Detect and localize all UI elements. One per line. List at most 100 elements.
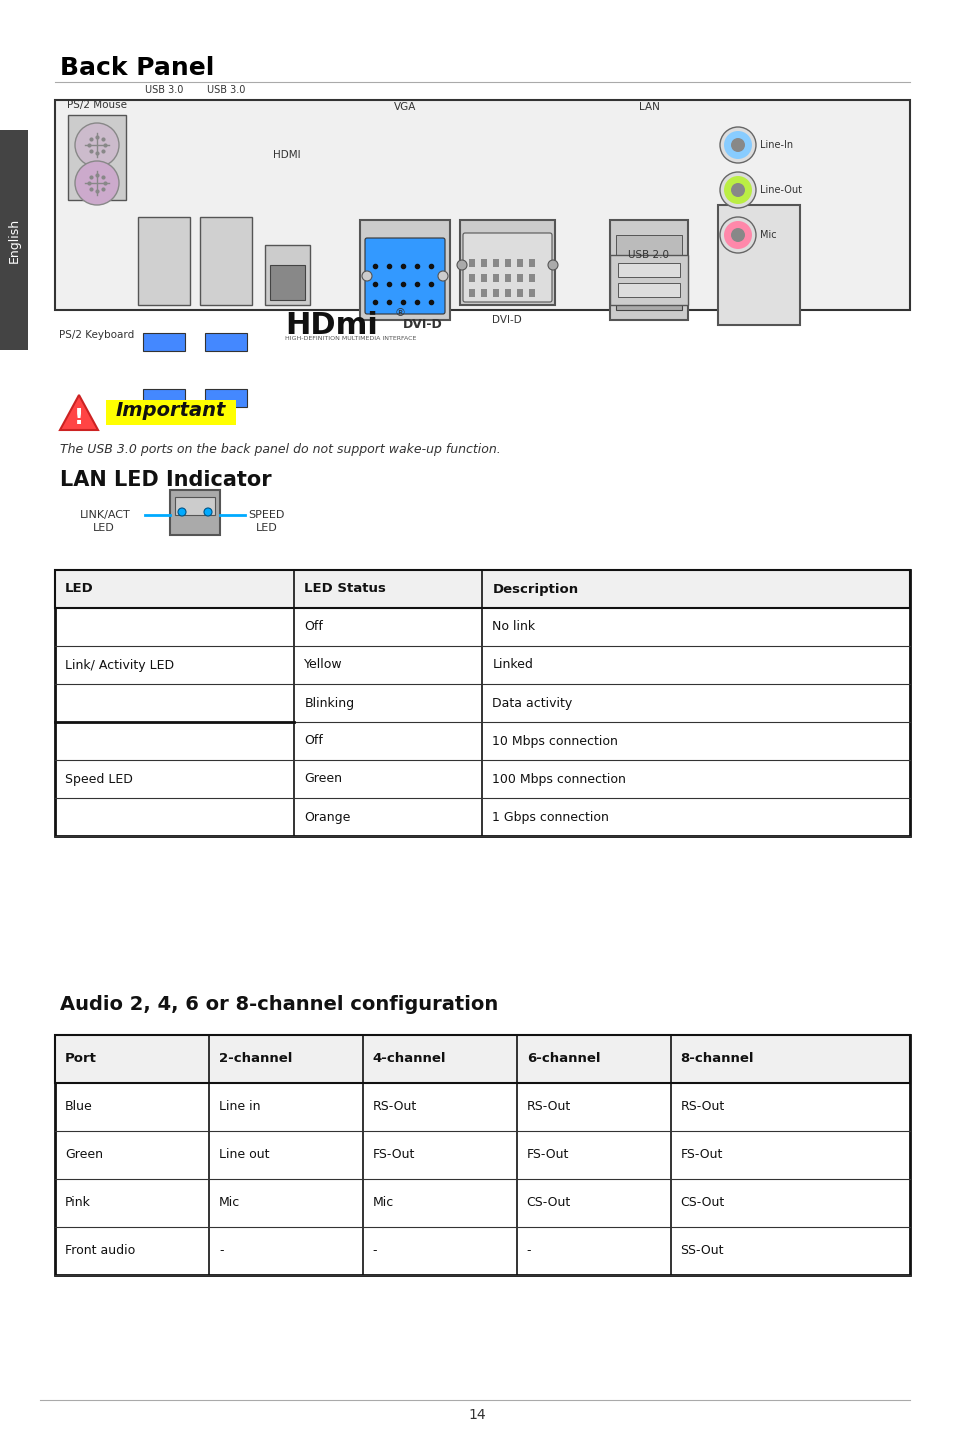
Circle shape xyxy=(547,260,558,270)
Text: Line-Out: Line-Out xyxy=(760,185,801,195)
Text: Link/ Activity LED: Link/ Activity LED xyxy=(65,658,174,671)
Text: LED: LED xyxy=(65,582,93,595)
Text: !: ! xyxy=(74,408,84,428)
Text: PS/2 Mouse: PS/2 Mouse xyxy=(67,100,127,110)
Circle shape xyxy=(437,270,448,280)
FancyBboxPatch shape xyxy=(55,570,909,836)
FancyBboxPatch shape xyxy=(205,333,247,351)
Circle shape xyxy=(730,228,744,242)
FancyBboxPatch shape xyxy=(493,273,498,282)
FancyBboxPatch shape xyxy=(517,273,522,282)
FancyBboxPatch shape xyxy=(609,220,687,321)
Text: RS-Out: RS-Out xyxy=(373,1100,416,1113)
Text: 2-channel: 2-channel xyxy=(218,1052,292,1066)
Text: LED: LED xyxy=(92,522,114,532)
FancyBboxPatch shape xyxy=(174,497,214,515)
FancyBboxPatch shape xyxy=(359,220,450,321)
Text: -: - xyxy=(526,1245,531,1258)
FancyBboxPatch shape xyxy=(493,259,498,268)
Circle shape xyxy=(204,508,212,517)
Circle shape xyxy=(720,218,755,253)
Text: PS/2 Keyboard: PS/2 Keyboard xyxy=(59,331,134,341)
FancyBboxPatch shape xyxy=(529,259,535,268)
FancyBboxPatch shape xyxy=(469,289,475,298)
FancyBboxPatch shape xyxy=(170,489,220,535)
Text: Green: Green xyxy=(304,773,342,786)
Text: HDmi: HDmi xyxy=(285,311,377,339)
Text: HIGH-DEFINITION MULTIMEDIA INTERFACE: HIGH-DEFINITION MULTIMEDIA INTERFACE xyxy=(285,336,416,342)
FancyBboxPatch shape xyxy=(480,289,486,298)
FancyBboxPatch shape xyxy=(143,389,185,406)
FancyBboxPatch shape xyxy=(205,389,247,406)
Text: Description: Description xyxy=(492,582,578,595)
Text: 4-channel: 4-channel xyxy=(373,1052,446,1066)
Text: Linked: Linked xyxy=(492,658,533,671)
Text: LED Status: LED Status xyxy=(304,582,386,595)
Circle shape xyxy=(75,123,119,167)
FancyBboxPatch shape xyxy=(618,263,679,278)
FancyBboxPatch shape xyxy=(200,218,252,305)
Text: VGA: VGA xyxy=(394,102,416,112)
FancyBboxPatch shape xyxy=(55,100,909,311)
Text: 1 Gbps connection: 1 Gbps connection xyxy=(492,810,609,823)
FancyBboxPatch shape xyxy=(106,401,235,425)
FancyBboxPatch shape xyxy=(55,570,909,608)
Text: English: English xyxy=(8,218,20,262)
Text: Back Panel: Back Panel xyxy=(60,56,214,80)
FancyBboxPatch shape xyxy=(480,259,486,268)
FancyBboxPatch shape xyxy=(55,1035,909,1083)
Text: Pink: Pink xyxy=(65,1196,91,1209)
Text: Off: Off xyxy=(304,621,323,634)
Text: Important: Important xyxy=(115,401,226,419)
Text: LAN: LAN xyxy=(638,102,659,112)
Text: Line-In: Line-In xyxy=(760,140,792,150)
Circle shape xyxy=(730,183,744,197)
Text: Port: Port xyxy=(65,1052,97,1066)
Text: USB 2.0: USB 2.0 xyxy=(628,250,669,260)
Text: Data activity: Data activity xyxy=(492,697,572,710)
FancyBboxPatch shape xyxy=(459,220,555,305)
Circle shape xyxy=(723,176,751,205)
Text: SPEED: SPEED xyxy=(248,509,284,519)
Text: ®: ® xyxy=(395,308,406,318)
Circle shape xyxy=(730,137,744,152)
FancyBboxPatch shape xyxy=(718,205,800,325)
Text: Front audio: Front audio xyxy=(65,1245,135,1258)
FancyBboxPatch shape xyxy=(529,289,535,298)
FancyBboxPatch shape xyxy=(143,333,185,351)
FancyBboxPatch shape xyxy=(138,218,190,305)
Text: Speed LED: Speed LED xyxy=(65,773,132,786)
Text: 100 Mbps connection: 100 Mbps connection xyxy=(492,773,626,786)
FancyBboxPatch shape xyxy=(493,289,498,298)
FancyBboxPatch shape xyxy=(365,238,444,313)
Text: Orange: Orange xyxy=(304,810,351,823)
Polygon shape xyxy=(270,265,305,301)
Text: CS-Out: CS-Out xyxy=(526,1196,570,1209)
Text: 8-channel: 8-channel xyxy=(679,1052,753,1066)
FancyBboxPatch shape xyxy=(504,273,511,282)
Text: LAN LED Indicator: LAN LED Indicator xyxy=(60,469,272,489)
Text: Audio 2, 4, 6 or 8-channel configuration: Audio 2, 4, 6 or 8-channel configuration xyxy=(60,996,497,1015)
Circle shape xyxy=(720,172,755,207)
FancyBboxPatch shape xyxy=(0,130,28,351)
Text: Mic: Mic xyxy=(373,1196,394,1209)
Text: DVI-D: DVI-D xyxy=(492,315,521,325)
FancyBboxPatch shape xyxy=(504,289,511,298)
Polygon shape xyxy=(60,395,98,429)
Text: Line in: Line in xyxy=(218,1100,260,1113)
Text: The USB 3.0 ports on the back panel do not support wake-up function.: The USB 3.0 ports on the back panel do n… xyxy=(60,444,500,456)
FancyBboxPatch shape xyxy=(265,245,310,305)
Text: No link: No link xyxy=(492,621,535,634)
Text: FS-Out: FS-Out xyxy=(679,1149,722,1162)
FancyBboxPatch shape xyxy=(469,273,475,282)
Circle shape xyxy=(456,260,467,270)
Text: HDMI: HDMI xyxy=(273,150,300,160)
Text: Mic: Mic xyxy=(760,230,776,240)
Text: Yellow: Yellow xyxy=(304,658,343,671)
FancyBboxPatch shape xyxy=(517,289,522,298)
Circle shape xyxy=(723,132,751,159)
Text: RS-Out: RS-Out xyxy=(526,1100,570,1113)
Text: 6-channel: 6-channel xyxy=(526,1052,599,1066)
Text: USB 3.0: USB 3.0 xyxy=(145,84,183,94)
Text: Line out: Line out xyxy=(218,1149,269,1162)
